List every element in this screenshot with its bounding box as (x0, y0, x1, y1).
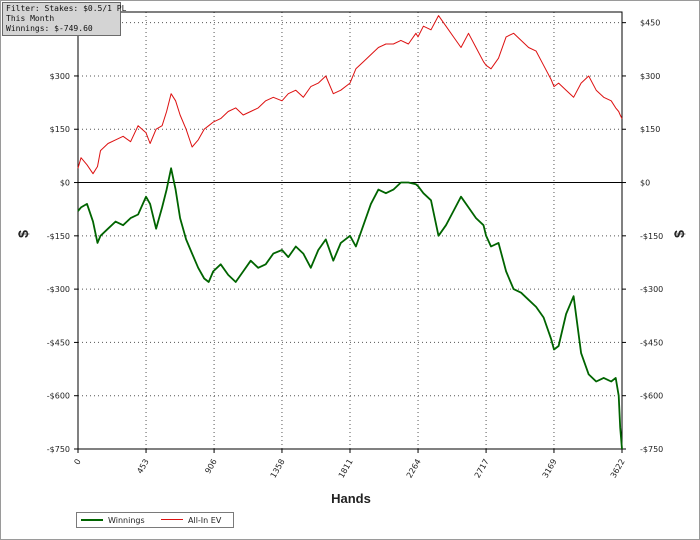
filter-stakes-text: Filter: Stakes: $0.5/1 PL (6, 4, 127, 13)
x-tick-label: 2264 (405, 458, 423, 480)
plot-area (78, 12, 622, 449)
x-tick-label: 3622 (609, 458, 627, 480)
series-line-all-in-ev (77, 15, 623, 175)
y-tick-label-right: $450 (640, 19, 660, 28)
y-tick-label-right: -$750 (640, 445, 663, 454)
x-tick-label: 0 (72, 458, 82, 467)
x-axis-label: Hands (331, 491, 371, 506)
y-tick-labels-left: $450$300$150$0-$150-$300-$450-$600-$750 (47, 19, 70, 454)
x-tick-labels: 0 453 906 1358 1811 2264 2717 3169 3622 (72, 458, 626, 480)
legend-swatch-winnings (81, 518, 103, 521)
y-tick-label-right: -$450 (640, 338, 663, 347)
y-tick-label-left: $0 (60, 179, 70, 188)
x-tick-label: 1811 (337, 458, 355, 480)
filter-period-text: This Month (6, 14, 55, 23)
y-tick-label-left: -$450 (47, 338, 70, 347)
y-tick-label-right: -$150 (640, 232, 663, 241)
y-tick-label-left: -$300 (47, 285, 70, 294)
filter-winnings-text: Winnings: $-749.60 (6, 24, 93, 33)
x-tick-label: 906 (203, 458, 218, 476)
y-axis-label-left: $ (15, 230, 31, 238)
y-tick-label-right: -$600 (640, 392, 663, 401)
series-line-winnings (77, 167, 623, 450)
legend-label-winnings: Winnings (108, 516, 145, 525)
y-tick-label-right: $0 (640, 179, 650, 188)
legend-item-winnings: Winnings (81, 516, 145, 526)
y-tick-label-right: $300 (640, 72, 660, 81)
y-tick-label-left: $300 (50, 72, 70, 81)
x-tick-label: 2717 (473, 458, 491, 480)
legend-item-allin-ev: All-In EV (161, 516, 221, 526)
x-tick-label: 3169 (541, 458, 559, 480)
y-tick-label-left: $150 (50, 125, 70, 134)
y-tick-label-right: -$300 (640, 285, 663, 294)
legend-swatch-allin-ev (161, 519, 183, 520)
y-axis-label-right: $ (671, 230, 687, 238)
x-tick-label: 1358 (269, 458, 287, 480)
y-tick-label-left: -$600 (47, 392, 70, 401)
filter-info-box: Filter: Stakes: $0.5/1 PL This Month Win… (2, 2, 127, 36)
y-tick-label-left: -$750 (47, 445, 70, 454)
series-lines (77, 15, 623, 450)
x-tick-label: 453 (135, 458, 150, 476)
y-tick-label-right: $150 (640, 125, 660, 134)
grid (77, 12, 623, 450)
legend: Winnings All-In EV (76, 512, 234, 528)
y-tick-label-left: -$150 (47, 232, 70, 241)
y-tick-labels-right: $450 $300 $150 $0 -$150 -$300 -$450 -$600 -$750 (640, 19, 663, 454)
legend-label-allin-ev: All-In EV (188, 516, 222, 525)
